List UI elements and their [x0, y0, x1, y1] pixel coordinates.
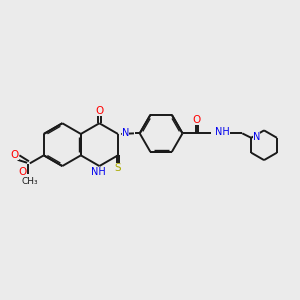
Text: NH: NH: [215, 127, 230, 136]
Text: O: O: [11, 150, 19, 160]
Text: CH₃: CH₃: [22, 177, 38, 186]
Text: S: S: [115, 163, 121, 173]
Text: O: O: [95, 106, 104, 116]
Text: NH: NH: [92, 167, 106, 177]
Text: N: N: [253, 132, 260, 142]
Text: N: N: [122, 128, 130, 138]
Text: O: O: [18, 167, 26, 177]
Text: O: O: [193, 115, 201, 125]
